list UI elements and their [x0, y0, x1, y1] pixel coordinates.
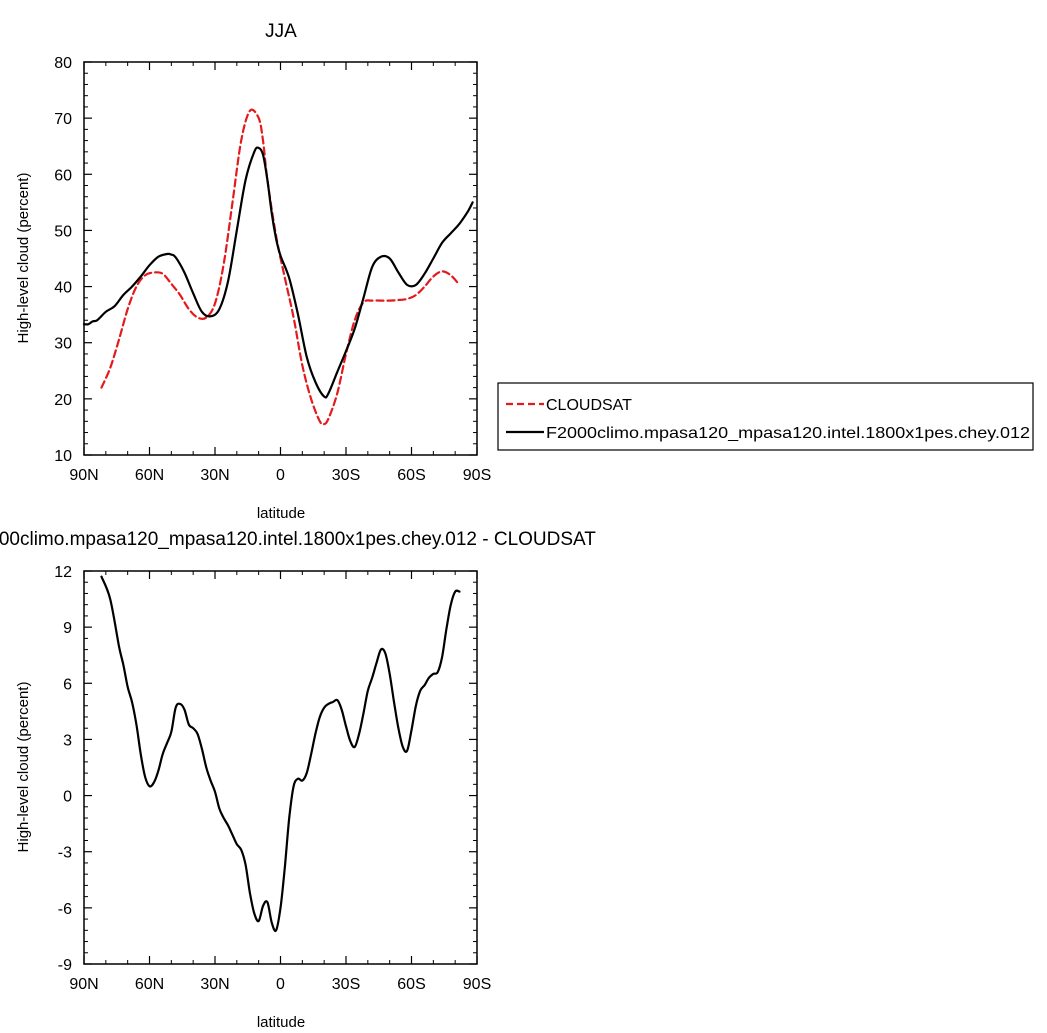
bottom-x-tick-label: 60S: [397, 976, 425, 993]
bottom-y-tick-label: 0: [63, 789, 72, 806]
top-y-tick-label: 80: [54, 55, 72, 72]
bottom-x-tick-label: 60N: [135, 976, 164, 993]
top-y-axis-label: High-level cloud (percent): [15, 173, 32, 344]
top-x-tick-label: 90S: [463, 467, 491, 484]
top-y-tick-label: 20: [54, 392, 72, 409]
top-x-tick-label: 90N: [69, 467, 98, 484]
bottom-y-tick-label: -9: [58, 957, 72, 974]
bottom-x-tick-label: 30S: [332, 976, 360, 993]
bottom-y-tick-label: -6: [58, 901, 72, 918]
bottom-y-tick-label: 3: [63, 732, 72, 749]
bottom-panel: F2000climo.mpasa120_mpasa120.intel.1800x…: [0, 529, 596, 1031]
top-x-axis-label: latitude: [257, 505, 305, 522]
bottom-x-axis-label: latitude: [257, 1014, 305, 1031]
top-series-line-1: [100, 108, 461, 426]
bottom-series-line-1: [100, 575, 461, 932]
bottom-axis-ticks: 90N 60N 30N 0 30S 60S 90S -9 -6 -3 0 3 6 9 12: [54, 564, 491, 993]
top-panel: JJA 90N 60N 30N 0 30S 60S 90S1020304050607080 …: [15, 21, 1034, 522]
top-axis-ticks: 90N 60N 30N 0 30S 60S 90S 10 20 30 40 50 60 70 80: [54, 55, 491, 484]
top-x-tick-label: 30S: [332, 467, 360, 484]
top-series-group: [82, 108, 474, 426]
bottom-x-tick-label: 90S: [463, 976, 491, 993]
top-y-tick-label: 10: [54, 448, 72, 465]
top-y-tick-label: 40: [54, 280, 72, 297]
legend: CLOUDSAT F2000climo.mpasa120_mpasa120.in…: [497, 382, 1034, 451]
top-y-tick-label: 50: [54, 223, 72, 240]
bottom-x-tick-label: 30N: [200, 976, 229, 993]
legend-label-cloudsat: CLOUDSAT: [546, 397, 632, 414]
top-y-tick-label: 30: [54, 336, 72, 353]
top-x-tick-label: 30N: [200, 467, 229, 484]
top-chart-title: JJA: [265, 21, 297, 42]
bottom-y-tick-label: 9: [63, 620, 72, 637]
bottom-series-group: [100, 575, 461, 932]
top-x-tick-label: 60N: [135, 467, 164, 484]
top-x-tick-label: 60S: [397, 467, 425, 484]
bottom-y-tick-label: -3: [58, 845, 72, 862]
top-y-tick-label: 60: [54, 167, 72, 184]
bottom-x-tick-label: 0: [276, 976, 285, 993]
bottom-x-tick-label: 90N: [69, 976, 98, 993]
legend-label-model: F2000climo.mpasa120_mpasa120.intel.1800x…: [546, 425, 1030, 442]
legend-box: [497, 382, 1034, 451]
top-series-line-2: [82, 146, 474, 399]
bottom-y-tick-label: 12: [54, 564, 72, 581]
top-x-tick-label: 0: [276, 467, 285, 484]
bottom-chart-title: F2000climo.mpasa120_mpasa120.intel.1800x…: [0, 529, 596, 550]
top-y-tick-label: 70: [54, 111, 72, 128]
bottom-y-axis-label: High-level cloud (percent): [15, 682, 32, 853]
bottom-y-tick-label: 6: [63, 676, 72, 693]
